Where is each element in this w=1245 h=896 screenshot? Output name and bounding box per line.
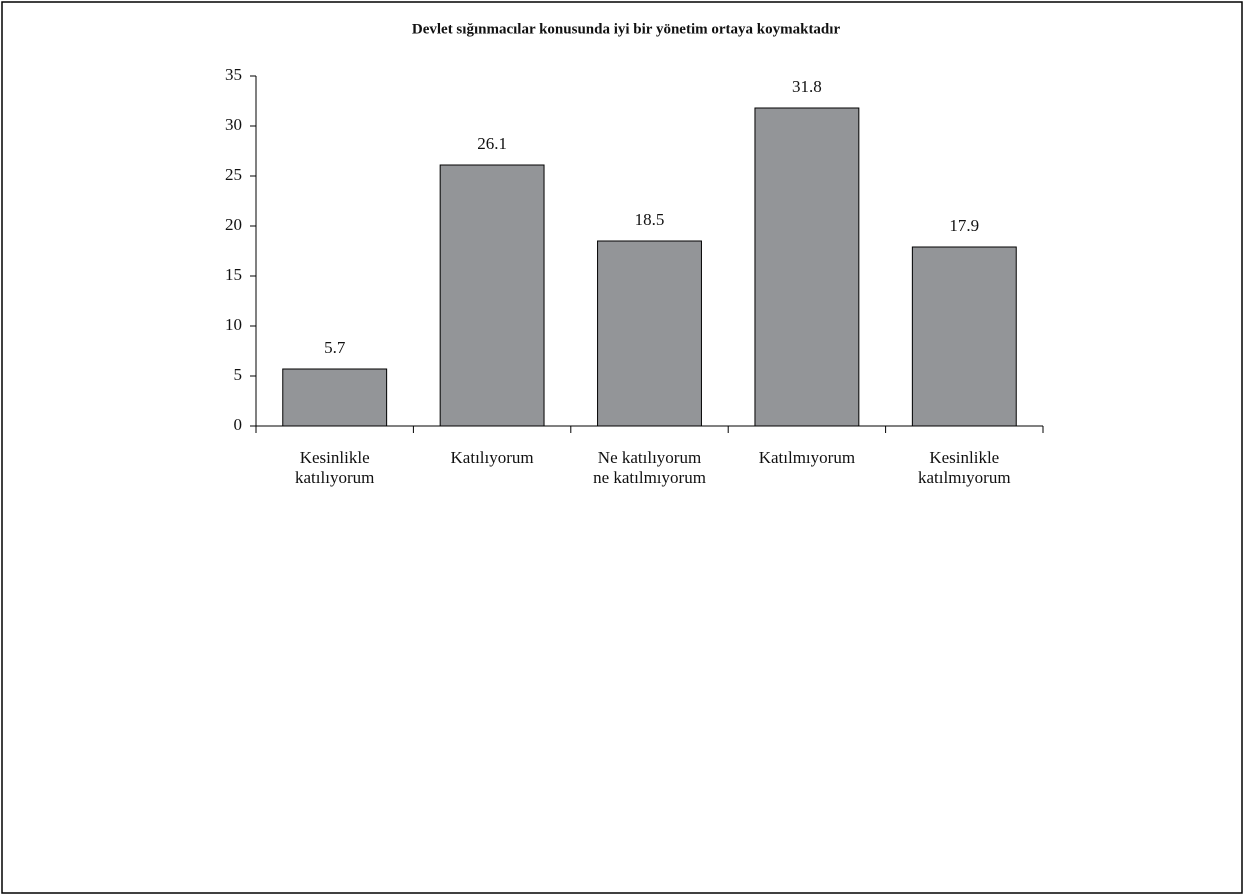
x-tick-label: Kesinlikle katılıyorum <box>295 448 375 487</box>
bar <box>439 164 545 427</box>
y-tick-label: 15 <box>225 265 242 284</box>
y-tick-label: 35 <box>225 65 242 84</box>
x-tick-label: Katılıyorum <box>450 448 534 467</box>
value-label: 17.9 <box>949 216 979 235</box>
value-label: 31.8 <box>792 77 822 96</box>
x-tick-label: Ne katılıyorum ne katılmıyorum <box>593 448 706 487</box>
bar <box>597 240 702 427</box>
y-tick-label: 25 <box>225 165 242 184</box>
value-label: 26.1 <box>477 134 507 153</box>
x-tick-label: Katılmıyorum <box>758 448 856 467</box>
bar <box>282 368 388 427</box>
y-tick-label: 10 <box>225 315 242 334</box>
bar <box>911 246 1017 427</box>
y-tick-label: 5 <box>234 365 243 384</box>
x-tick-label: Kesinlikle katılmıyorum <box>918 448 1011 487</box>
y-tick-label: 30 <box>225 115 242 134</box>
value-label: 18.5 <box>635 210 665 229</box>
value-label: 5.7 <box>324 338 346 357</box>
bar <box>754 107 860 427</box>
chart-title: Devlet sığınmacılar konusunda iyi bir yö… <box>412 21 841 37</box>
y-tick-label: 20 <box>225 215 242 234</box>
y-tick-label: 0 <box>234 415 243 434</box>
